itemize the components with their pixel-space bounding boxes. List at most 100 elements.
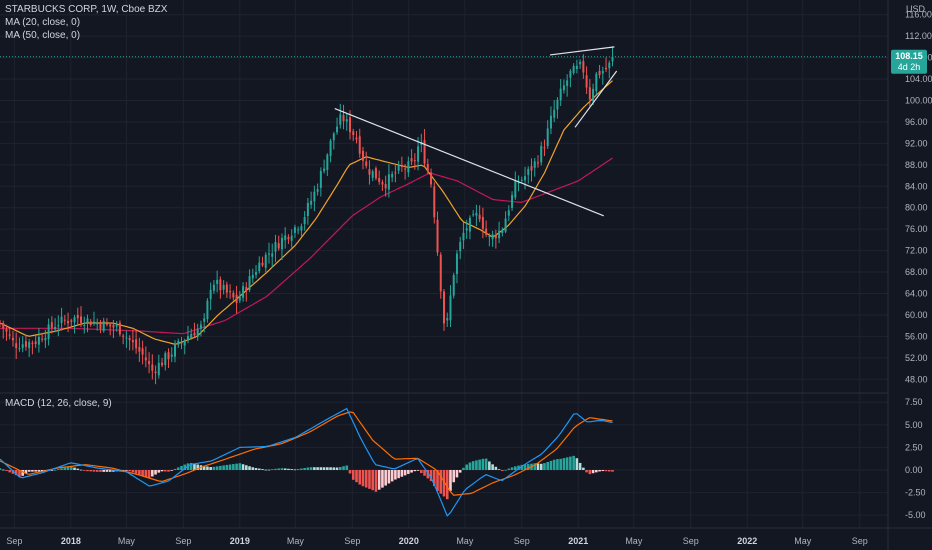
candle bbox=[284, 227, 287, 249]
histogram-bar bbox=[345, 465, 349, 470]
candle bbox=[524, 166, 527, 190]
candle bbox=[485, 220, 488, 238]
histogram-bar bbox=[539, 463, 543, 470]
symbol-legend[interactable]: STARBUCKS CORP, 1W, Cboe BZX bbox=[5, 4, 168, 15]
macd-tick-label: 2.50 bbox=[905, 442, 923, 452]
price-tick-label: 64.00 bbox=[905, 289, 928, 299]
candle bbox=[203, 313, 206, 333]
candle-body bbox=[177, 340, 180, 345]
histogram-bar bbox=[319, 467, 323, 470]
currency-label[interactable]: USD bbox=[906, 4, 926, 14]
candle bbox=[193, 322, 196, 338]
price-tick-label: 52.00 bbox=[905, 353, 928, 363]
ma-20-series bbox=[0, 80, 613, 345]
candle bbox=[404, 163, 407, 180]
time-tick-label: Sep bbox=[6, 536, 22, 546]
candle bbox=[423, 128, 426, 167]
histogram-bar bbox=[462, 467, 465, 470]
candle-body bbox=[556, 99, 559, 110]
candle-body bbox=[611, 56, 614, 62]
histogram-bar bbox=[442, 469, 446, 497]
histogram-bar bbox=[591, 469, 595, 474]
candle-body bbox=[524, 176, 527, 181]
price-tick-label: 48.00 bbox=[905, 374, 928, 384]
histogram-bar bbox=[222, 465, 225, 470]
candle bbox=[417, 136, 420, 171]
candle-body bbox=[144, 357, 147, 361]
candle-body bbox=[2, 323, 5, 329]
candle-body bbox=[342, 115, 345, 121]
trendlines[interactable] bbox=[334, 46, 618, 217]
candle-body bbox=[131, 340, 134, 343]
macd-legend[interactable]: MACD (12, 26, close, 9) bbox=[5, 398, 112, 409]
candle bbox=[99, 319, 102, 334]
candle bbox=[238, 290, 241, 304]
histogram-bar bbox=[131, 469, 135, 473]
histogram-bar bbox=[151, 469, 154, 477]
candle-body bbox=[102, 320, 105, 332]
macd-tick-label: 5.00 bbox=[905, 420, 923, 430]
candle bbox=[332, 131, 335, 150]
candle-body bbox=[115, 325, 118, 327]
candle-body bbox=[394, 172, 397, 174]
candle-body bbox=[99, 323, 102, 329]
candle bbox=[504, 211, 507, 234]
candle bbox=[199, 320, 202, 337]
histogram-bar bbox=[377, 469, 381, 490]
candle bbox=[297, 226, 300, 235]
candle bbox=[255, 264, 258, 279]
candle-body bbox=[349, 117, 352, 133]
trendline[interactable] bbox=[574, 70, 618, 128]
candle bbox=[251, 268, 254, 283]
histogram-bar bbox=[397, 469, 400, 479]
ma-20-legend[interactable]: MA (20, close, 0) bbox=[5, 17, 81, 28]
candle-body bbox=[261, 262, 264, 266]
trendline[interactable] bbox=[549, 46, 615, 56]
candle-body bbox=[34, 341, 37, 345]
candle bbox=[206, 298, 209, 323]
candle bbox=[339, 103, 342, 129]
candle bbox=[196, 323, 199, 341]
candle-body bbox=[118, 322, 121, 335]
candle-body bbox=[543, 147, 546, 149]
candle-body bbox=[50, 322, 53, 328]
price-tick-label: 116.00 bbox=[905, 10, 932, 20]
histogram-bar bbox=[465, 464, 468, 470]
candle bbox=[494, 229, 497, 249]
candle-body bbox=[128, 337, 131, 341]
candle-body bbox=[313, 191, 316, 202]
histogram-bar bbox=[423, 469, 426, 476]
time-tick-label: May bbox=[794, 536, 812, 546]
candle-body bbox=[54, 326, 57, 330]
histogram-bar bbox=[494, 466, 498, 470]
histogram-bar bbox=[426, 469, 430, 479]
histogram-bar bbox=[384, 469, 387, 486]
candle bbox=[216, 270, 219, 293]
ma-50-legend[interactable]: MA (50, close, 0) bbox=[5, 30, 81, 41]
candle-body bbox=[44, 337, 47, 341]
candle bbox=[342, 104, 345, 130]
histogram-bar bbox=[37, 469, 41, 472]
candle bbox=[459, 236, 462, 260]
histogram-bar bbox=[452, 469, 456, 483]
price-tick-label: 104.00 bbox=[905, 74, 932, 84]
candle bbox=[112, 319, 115, 339]
candle-body bbox=[31, 342, 34, 344]
candle-body bbox=[293, 227, 296, 233]
histogram-bar bbox=[128, 469, 131, 472]
candle bbox=[543, 139, 546, 157]
candle bbox=[161, 358, 164, 368]
candle bbox=[164, 351, 167, 371]
time-tick-label: 2021 bbox=[568, 536, 588, 546]
histogram-bar bbox=[108, 469, 112, 472]
candle-body bbox=[339, 114, 342, 125]
histogram-bar bbox=[478, 459, 481, 470]
candle bbox=[384, 175, 387, 197]
candle-body bbox=[426, 164, 429, 171]
trendline[interactable] bbox=[334, 107, 604, 217]
price-tick-label: 88.00 bbox=[905, 160, 928, 170]
candle-body bbox=[8, 334, 11, 336]
histogram-bar bbox=[50, 469, 54, 471]
price-tick-label: 76.00 bbox=[905, 224, 928, 234]
